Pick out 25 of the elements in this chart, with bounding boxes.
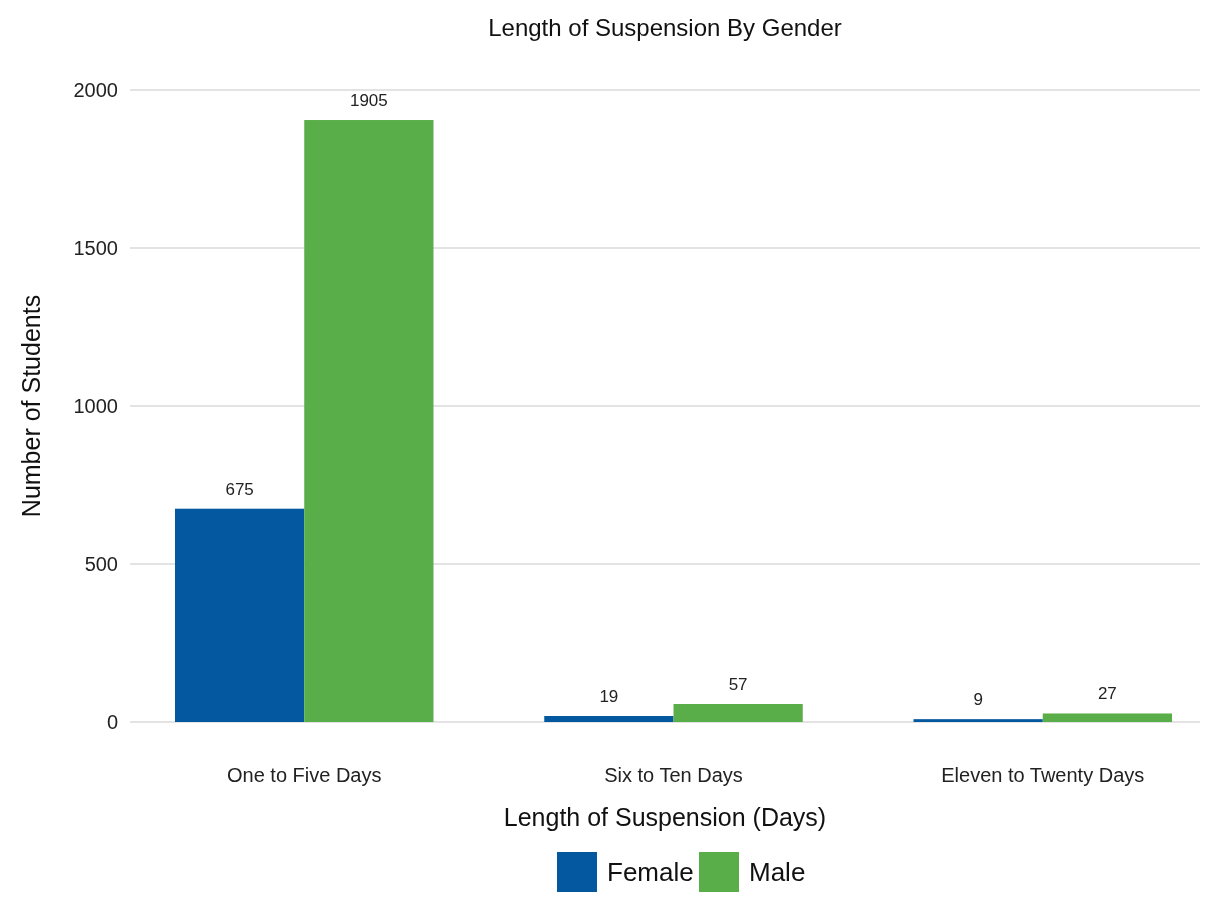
y-tick-label: 0: [106, 710, 118, 733]
bar: [913, 719, 1043, 722]
data-label: 1905: [349, 91, 388, 111]
chart-title: Length of Suspension By Gender: [488, 14, 842, 41]
x-tick-label: Six to Ten Days: [604, 764, 743, 787]
x-axis-title: Length of Suspension (Days): [503, 803, 827, 831]
data-label: 27: [1097, 684, 1117, 704]
data-label: 19: [599, 687, 619, 706]
y-tick-label: 1500: [73, 236, 118, 259]
y-tick-label: 2000: [73, 78, 118, 101]
y-tick-label: 500: [84, 552, 118, 575]
bar: [175, 508, 305, 722]
legend-label: Male: [749, 857, 806, 887]
data-label: 57: [728, 674, 748, 694]
y-tick-label: 1000: [73, 394, 118, 417]
bar: [1042, 713, 1172, 722]
bar: [673, 703, 803, 722]
y-axis-title: Number of Students: [17, 294, 45, 518]
x-tick-label: One to Five Days: [226, 764, 382, 787]
data-label: 9: [973, 690, 983, 710]
bar: [544, 716, 674, 722]
bar: [304, 120, 434, 722]
legend-label: Female: [607, 857, 694, 887]
x-tick-label: Eleven to Twenty Days: [941, 764, 1145, 787]
data-label: 675: [225, 479, 254, 499]
